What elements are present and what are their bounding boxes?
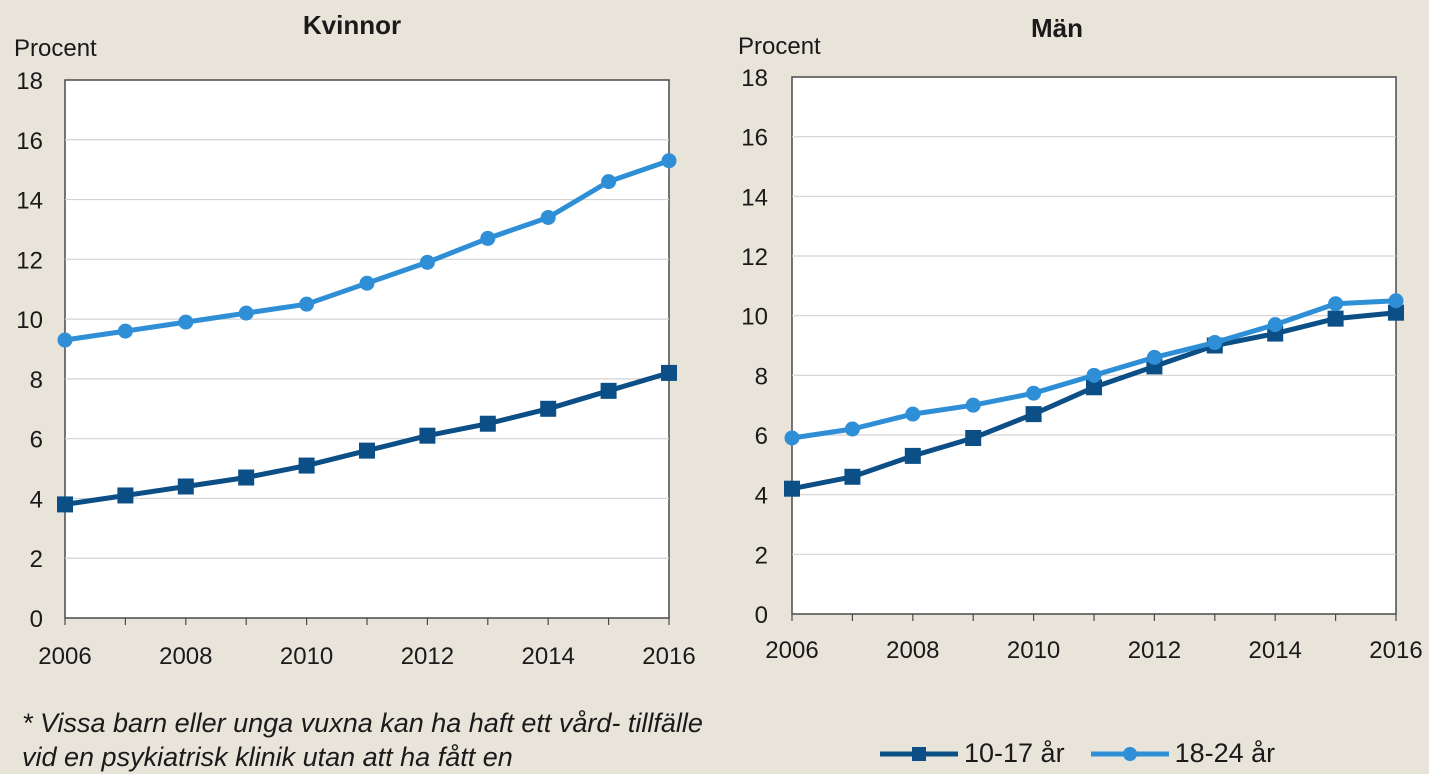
y-tick-label-kvinnor-14: 14 bbox=[16, 188, 43, 215]
data-point-kvinnor-18-24-2006 bbox=[57, 332, 73, 348]
chart-legend: 10-17 år 18-24 år bbox=[880, 738, 1275, 769]
y-tick-label-man-4: 4 bbox=[755, 483, 768, 510]
y-tick-label-man-2: 2 bbox=[755, 542, 768, 569]
data-point-kvinnor-18-24-2014 bbox=[540, 209, 556, 225]
data-point-kvinnor-18-24-2008 bbox=[178, 314, 194, 330]
plot-area-kvinnor bbox=[64, 79, 670, 619]
y-tick-label-kvinnor-8: 8 bbox=[30, 367, 43, 394]
y-axis-label-kvinnor: Procent bbox=[14, 35, 97, 62]
data-point-kvinnor-18-24-2016 bbox=[661, 153, 677, 169]
x-tick-label-kvinnor-2016: 2016 bbox=[642, 643, 695, 670]
data-point-kvinnor-10-17-2015 bbox=[600, 382, 617, 399]
data-point-man-10-17-2011 bbox=[1086, 379, 1102, 396]
x-tick-label-man-2010: 2010 bbox=[1007, 637, 1060, 664]
y-axis-label-man: Procent bbox=[738, 33, 821, 60]
data-point-man-18-24-2012 bbox=[1146, 349, 1162, 365]
data-point-kvinnor-18-24-2009 bbox=[238, 305, 254, 321]
y-tick-label-kvinnor-4: 4 bbox=[30, 486, 43, 513]
y-tick-label-kvinnor-10: 10 bbox=[16, 307, 43, 334]
data-point-man-18-24-2016 bbox=[1388, 293, 1404, 309]
data-point-kvinnor-10-17-2013 bbox=[479, 415, 496, 432]
data-point-man-18-24-2011 bbox=[1086, 367, 1102, 383]
data-point-man-18-24-2014 bbox=[1267, 317, 1283, 333]
x-tick-label-kvinnor-2014: 2014 bbox=[522, 643, 575, 670]
x-tick-label-kvinnor-2010: 2010 bbox=[280, 643, 333, 670]
data-point-kvinnor-18-24-2015 bbox=[601, 174, 617, 190]
data-point-kvinnor-18-24-2013 bbox=[480, 230, 496, 246]
data-point-man-18-24-2013 bbox=[1207, 335, 1223, 351]
data-point-kvinnor-10-17-2010 bbox=[298, 457, 315, 474]
legend-label-18-24: 18-24 år bbox=[1174, 738, 1276, 768]
legend-item-18-24: 18-24 år bbox=[1090, 738, 1276, 769]
x-tick-label-kvinnor-2006: 2006 bbox=[38, 643, 91, 670]
data-point-kvinnor-10-17-2009 bbox=[238, 469, 255, 486]
chart-title-man: Män bbox=[1031, 13, 1083, 43]
legend-item-10-17: 10-17 år bbox=[880, 738, 1065, 769]
data-point-man-18-24-2008 bbox=[905, 406, 921, 422]
y-tick-label-kvinnor-6: 6 bbox=[30, 427, 43, 454]
data-point-kvinnor-10-17-2007 bbox=[117, 487, 134, 504]
data-point-kvinnor-10-17-2012 bbox=[419, 427, 436, 444]
y-tick-label-man-16: 16 bbox=[741, 125, 768, 152]
data-point-man-18-24-2009 bbox=[965, 397, 981, 413]
legend-label-10-17: 10-17 år bbox=[964, 738, 1065, 768]
legend-swatch-square-icon bbox=[880, 746, 958, 761]
x-tick-label-man-2014: 2014 bbox=[1249, 637, 1302, 664]
chart-title-kvinnor: Kvinnor bbox=[303, 10, 401, 40]
y-tick-label-kvinnor-0: 0 bbox=[30, 606, 43, 633]
data-point-man-18-24-2007 bbox=[844, 421, 860, 437]
data-point-man-10-17-2016 bbox=[1388, 304, 1404, 321]
y-tick-label-kvinnor-2: 2 bbox=[30, 546, 43, 573]
y-tick-label-man-14: 14 bbox=[741, 184, 768, 211]
data-point-man-10-17-2010 bbox=[1025, 406, 1042, 423]
data-point-man-18-24-2015 bbox=[1328, 296, 1344, 312]
y-tick-label-man-0: 0 bbox=[755, 602, 768, 629]
x-tick-label-man-2016: 2016 bbox=[1369, 637, 1422, 664]
data-point-kvinnor-10-17-2008 bbox=[177, 478, 194, 495]
y-tick-label-man-8: 8 bbox=[755, 363, 768, 390]
data-point-kvinnor-18-24-2010 bbox=[299, 296, 315, 312]
data-point-man-18-24-2010 bbox=[1026, 385, 1042, 401]
y-tick-label-man-10: 10 bbox=[741, 304, 768, 331]
plot-area-man bbox=[791, 76, 1397, 615]
data-point-kvinnor-10-17-2016 bbox=[661, 364, 677, 381]
x-tick-label-kvinnor-2012: 2012 bbox=[401, 643, 454, 670]
data-point-man-10-17-2007 bbox=[844, 468, 861, 485]
y-tick-label-man-12: 12 bbox=[741, 244, 768, 271]
data-point-kvinnor-18-24-2007 bbox=[117, 323, 133, 339]
data-point-kvinnor-10-17-2014 bbox=[540, 400, 557, 417]
y-tick-label-kvinnor-18: 18 bbox=[16, 68, 43, 95]
data-point-man-10-17-2008 bbox=[904, 447, 921, 464]
data-point-kvinnor-10-17-2011 bbox=[359, 442, 375, 459]
x-tick-label-man-2008: 2008 bbox=[886, 637, 939, 664]
data-point-man-10-17-2009 bbox=[965, 429, 982, 446]
y-tick-label-kvinnor-12: 12 bbox=[16, 247, 43, 274]
data-point-kvinnor-10-17-2006 bbox=[57, 496, 73, 513]
y-tick-label-man-6: 6 bbox=[755, 423, 768, 450]
y-tick-label-man-18: 18 bbox=[741, 65, 768, 92]
data-point-man-18-24-2006 bbox=[784, 430, 800, 446]
data-point-man-10-17-2015 bbox=[1327, 310, 1344, 327]
x-tick-label-man-2006: 2006 bbox=[765, 637, 818, 664]
data-point-kvinnor-18-24-2011 bbox=[359, 275, 375, 291]
data-point-man-10-17-2006 bbox=[784, 480, 800, 497]
x-tick-label-kvinnor-2008: 2008 bbox=[159, 643, 212, 670]
data-point-kvinnor-18-24-2012 bbox=[419, 254, 435, 270]
x-tick-label-man-2012: 2012 bbox=[1128, 637, 1181, 664]
footnote-text: * Vissa barn eller unga vuxna kan ha haf… bbox=[22, 708, 703, 772]
y-tick-label-kvinnor-16: 16 bbox=[16, 128, 43, 155]
legend-swatch-circle-icon bbox=[1090, 746, 1169, 761]
